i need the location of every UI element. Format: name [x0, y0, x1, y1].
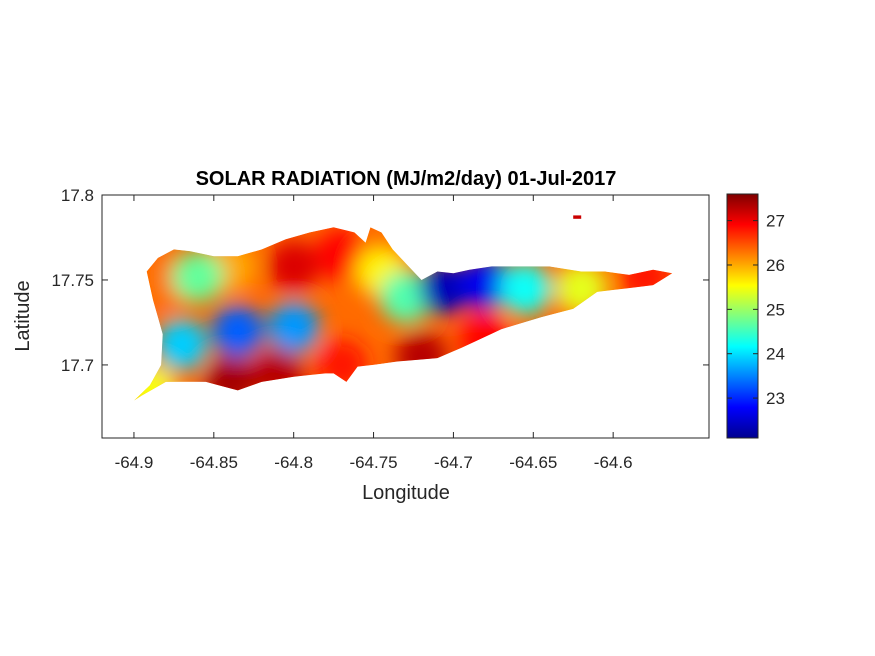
axes-frame [101, 194, 710, 439]
field-value-blob [267, 301, 320, 354]
x-tick-label: -64.75 [349, 453, 397, 472]
field-value-blob [499, 262, 552, 315]
colorbar-tick-label: 24 [766, 345, 785, 364]
y-axis-ticks: 17.7 17.75 17.8 [51, 186, 709, 375]
field-value-blob [619, 250, 672, 303]
colorbar-tick-label: 27 [766, 212, 785, 231]
colorbar-tick-label: 26 [766, 256, 785, 275]
field-value-blob [379, 270, 432, 323]
field-value-blob [555, 262, 608, 315]
field-value-blob [155, 318, 208, 371]
colorbar-tick-label: 23 [766, 389, 785, 408]
field-value-blob [211, 304, 264, 357]
x-tick-label: -64.8 [274, 453, 313, 472]
colorbar-gradient [726, 193, 759, 439]
field-value-blob [251, 347, 304, 400]
x-axis-ticks: -64.9 -64.85 -64.8 -64.75 -64.7 -64.65 -64.6 [115, 195, 633, 472]
chart-title: SOLAR RADIATION (MJ/m2/day) 01-Jul-2017 [196, 168, 617, 190]
colorbar: 23 24 25 26 27 [726, 193, 785, 439]
field-value-blob [133, 364, 176, 401]
field-value-blob [459, 313, 512, 366]
x-tick-label: -64.9 [115, 453, 154, 472]
y-tick-label: 17.75 [51, 271, 94, 290]
field-value-blob [419, 262, 472, 315]
x-tick-label: -64.65 [509, 453, 557, 472]
field-value-blob [315, 338, 368, 391]
x-tick-label: -64.85 [190, 453, 238, 472]
field-value-blob [267, 240, 320, 293]
islet-shape [573, 215, 582, 219]
field-value-blob [315, 228, 368, 281]
x-tick-label: -64.7 [434, 453, 473, 472]
field-value-blob [459, 257, 512, 310]
y-tick-label: 17.8 [61, 186, 94, 205]
x-axis-label: Longitude [362, 482, 450, 504]
field-value-blob [171, 250, 224, 303]
x-tick-label: -64.6 [594, 453, 633, 472]
field-value-blob [203, 355, 256, 401]
field-value-blob [395, 330, 448, 383]
colorbar-ticks: 23 24 25 26 27 [727, 212, 785, 408]
y-axis-label: Latitude [12, 280, 34, 351]
colorbar-tick-label: 25 [766, 300, 785, 319]
y-tick-label: 17.7 [61, 356, 94, 375]
heatmap-field [133, 215, 673, 401]
